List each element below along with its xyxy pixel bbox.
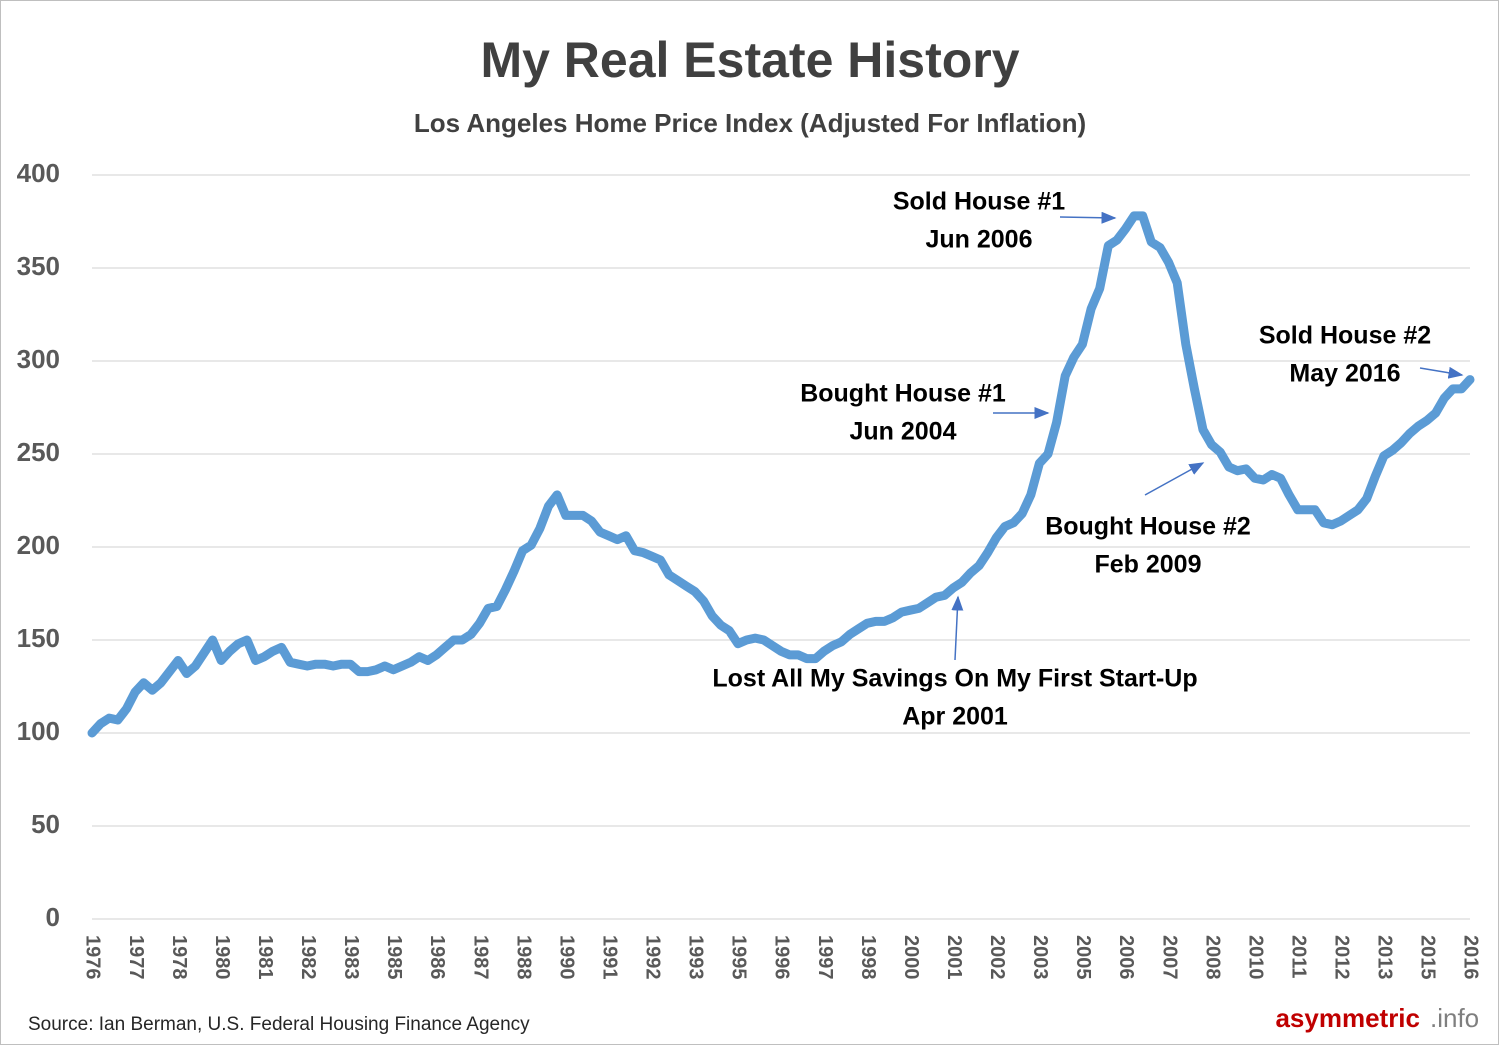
annotations: Sold House #1 Jun 2006 Bought House #1 J… — [712, 188, 1464, 731]
brand: .info — [1430, 1003, 1479, 1033]
grid: 0 50 100 150 200 250 300 350 400 1976 1977 1978 1980… — [17, 158, 1482, 980]
y-tick-label: 250 — [17, 437, 60, 467]
annotation: Bought House #2 — [1045, 513, 1251, 541]
annotation: Sold House #2 — [1259, 322, 1431, 350]
y-tick-label: 300 — [17, 344, 60, 374]
x-tick-label: 1978 — [168, 935, 190, 980]
x-tick-label: 1987 — [469, 935, 491, 980]
y-tick-label: 50 — [31, 809, 60, 839]
x-tick-label: 2003 — [1029, 935, 1051, 980]
price-line — [87, 211, 1475, 738]
x-tick-label: 2005 — [1072, 935, 1094, 980]
x-tick-label: 2012 — [1331, 935, 1353, 980]
x-tick-label: 1991 — [598, 935, 620, 980]
x-tick-label: 1996 — [771, 935, 793, 980]
annotation: Sold House #1 — [893, 188, 1065, 216]
x-tick-label: 1977 — [125, 935, 147, 980]
x-tick-label: 2010 — [1244, 935, 1266, 980]
x-tick-label: 1980 — [211, 935, 233, 980]
brand: asymmetric — [1275, 1003, 1420, 1033]
y-tick-label: 200 — [17, 530, 60, 560]
x-tick-label: 2008 — [1201, 935, 1223, 980]
arrow — [1144, 462, 1205, 496]
y-tick-label: 150 — [17, 623, 60, 653]
x-tick-label: 2015 — [1417, 935, 1439, 980]
annotation: Apr 2001 — [902, 703, 1008, 731]
x-tick-label: 1992 — [642, 935, 664, 980]
y-tick-label: 400 — [17, 158, 60, 188]
arrow — [1059, 211, 1117, 224]
x-tick-label: 1983 — [340, 935, 362, 980]
x-tick-label: 2016 — [1460, 935, 1482, 980]
x-tick-label: 1985 — [383, 935, 405, 980]
y-tick-label: 350 — [17, 251, 60, 281]
x-tick-label: 2006 — [1115, 935, 1137, 980]
annotation: Feb 2009 — [1094, 551, 1201, 579]
annotation: Bought House #1 — [800, 380, 1006, 408]
x-tick-label: 1990 — [555, 935, 577, 980]
x-tick-label: 1997 — [814, 935, 836, 980]
annotation: Jun 2004 — [849, 418, 956, 446]
arrow — [1419, 366, 1464, 379]
plot — [87, 211, 1475, 738]
x-tick-label: 1995 — [728, 935, 750, 980]
annotation: Jun 2006 — [925, 226, 1032, 254]
x-tick-label: 1993 — [685, 935, 707, 980]
x-tick-label: 2001 — [943, 935, 965, 980]
x-tick-label: 2000 — [900, 935, 922, 980]
x-tick-label: 1988 — [512, 935, 534, 980]
x-tick-label: 2007 — [1158, 935, 1180, 980]
x-tick-label: 2011 — [1287, 935, 1309, 978]
x-tick-label: 1981 — [254, 935, 276, 980]
arrow — [951, 595, 964, 661]
chart-title: My Real Estate History — [480, 32, 1019, 88]
x-tick-label: 1986 — [426, 935, 448, 980]
y-tick-label: 0 — [46, 902, 60, 932]
y-tick-label: 100 — [17, 716, 60, 746]
chart-subtitle: Los Angeles Home Price Index (Adjusted F… — [414, 108, 1086, 138]
x-tick-label: 1998 — [857, 935, 879, 980]
annotation: May 2016 — [1289, 360, 1400, 388]
annotation: Lost All My Savings On My First Start-Up — [712, 665, 1197, 693]
x-tick-label: 2002 — [986, 935, 1008, 980]
source: Source: Ian Berman, U.S. Federal Housing… — [28, 1014, 530, 1035]
x-tick-label: 2013 — [1374, 935, 1396, 980]
x-tick-label: 1976 — [82, 935, 104, 980]
x-tick-label: 1982 — [297, 935, 319, 980]
